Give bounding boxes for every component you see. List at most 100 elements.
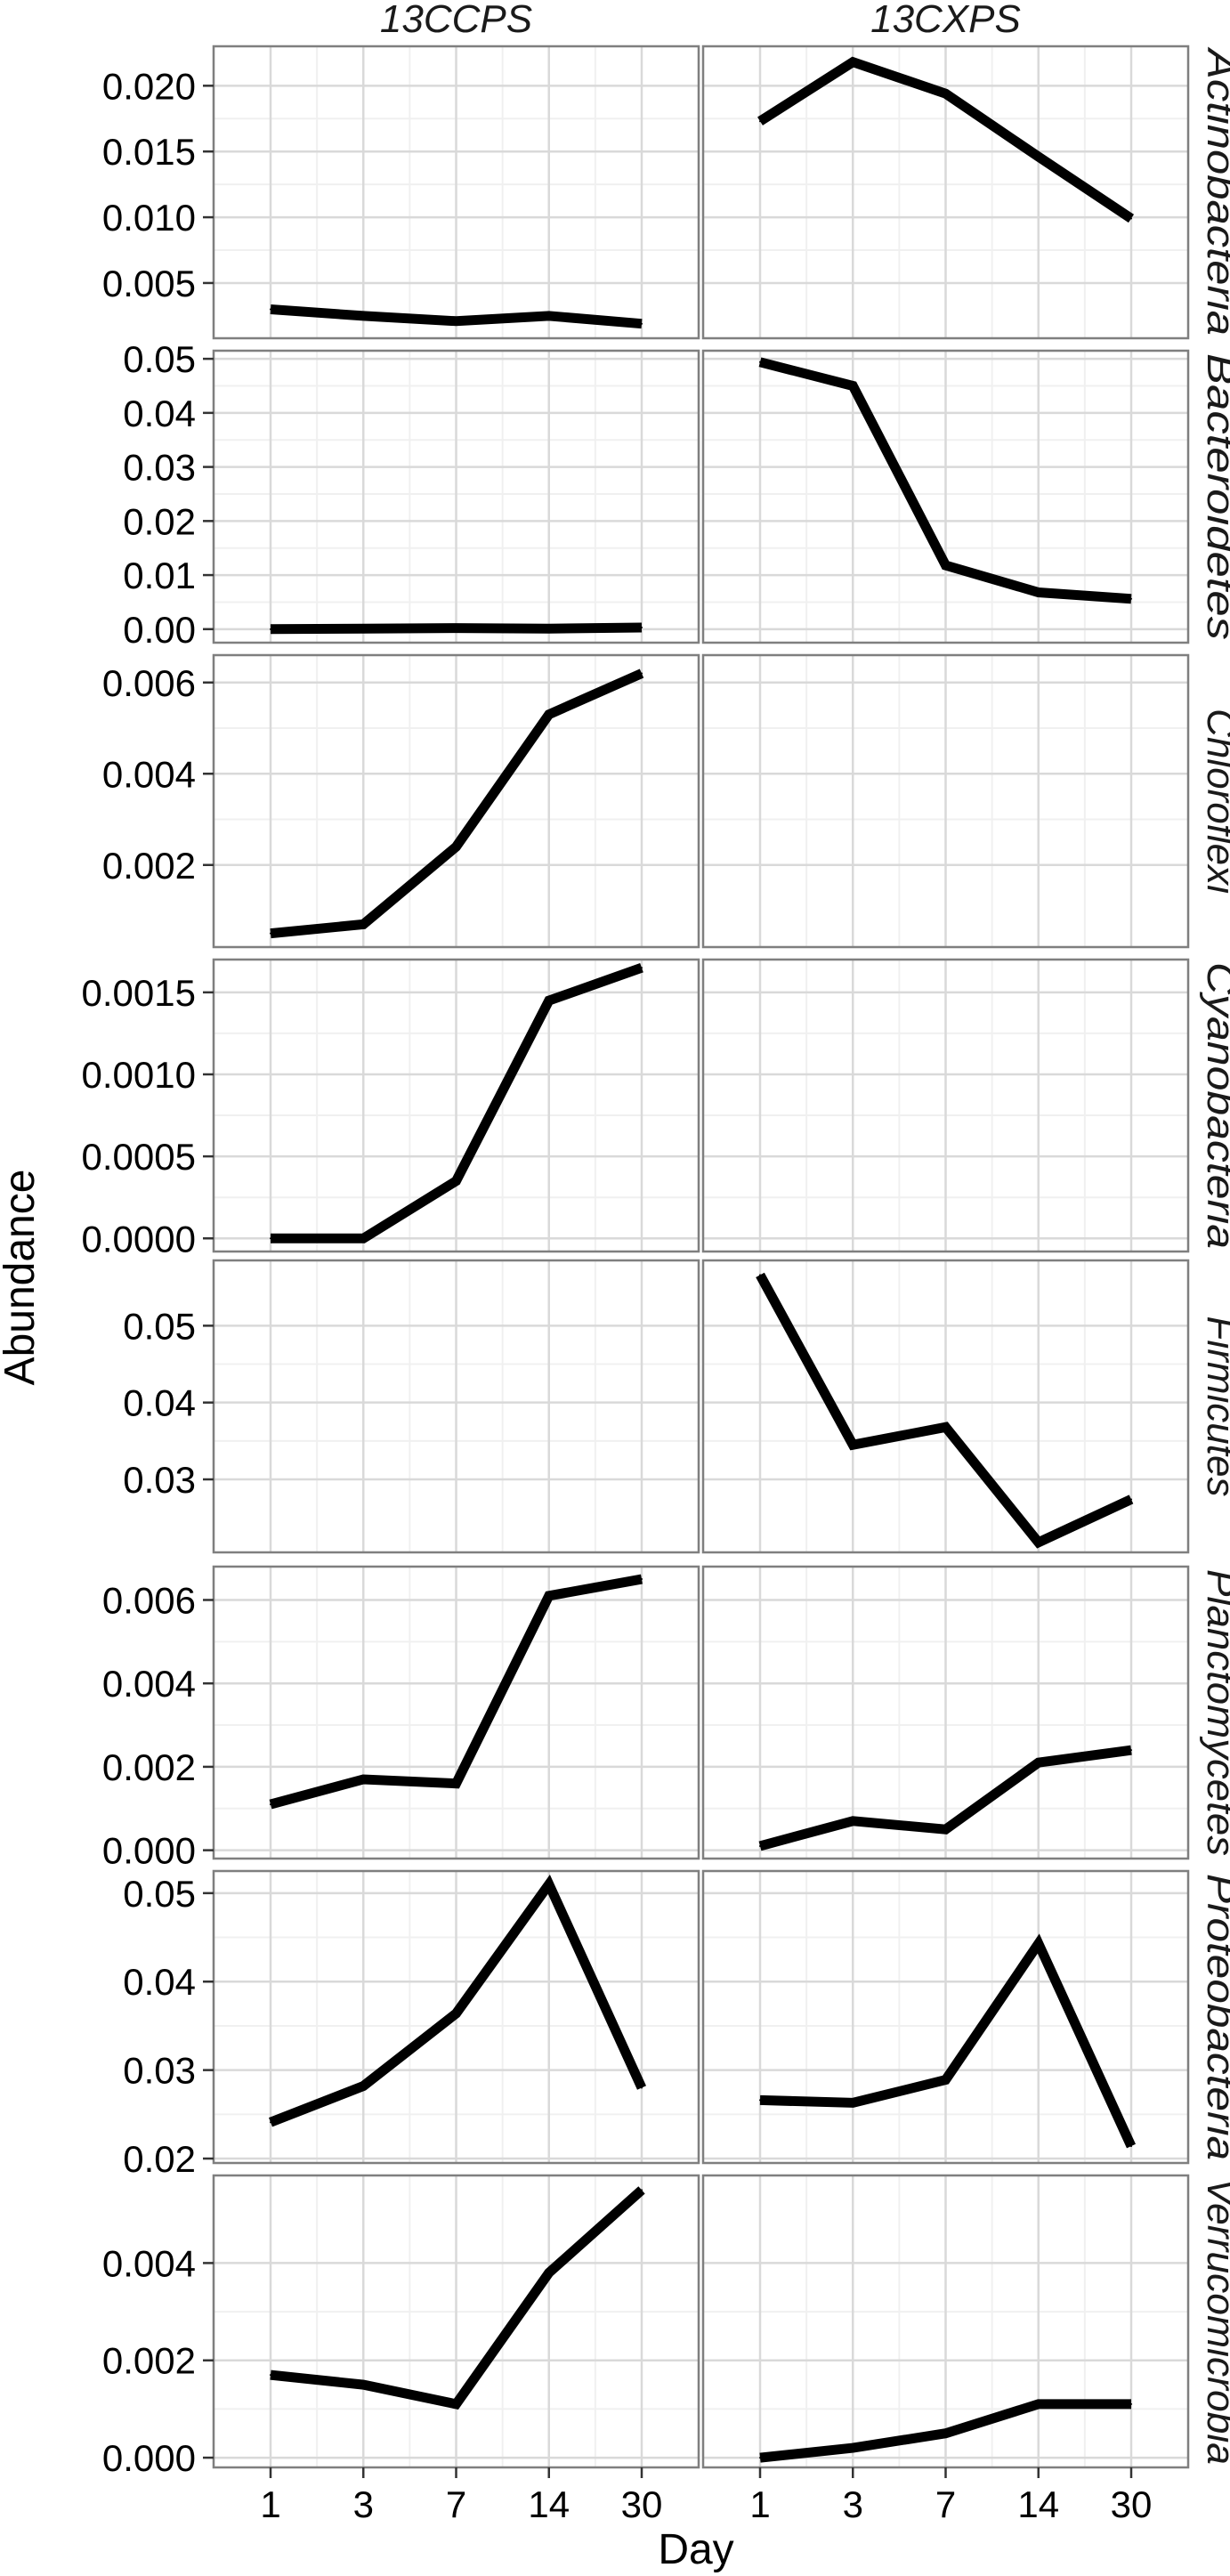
y-tick-label-actinobacteria: 0.020 [102,65,196,107]
data-point-bacteroidetes-13cxps-day-7 [944,564,947,567]
row-strip-verrucomicrobia: Verrucomicrobia [1199,2178,1230,2465]
data-point-bacteroidetes-13ccps-day-3 [362,628,365,630]
x-tick-label-13cxps-day-30: 30 [1111,2483,1153,2525]
data-point-actinobacteria-13cxps-day-14 [1037,156,1040,158]
data-point-verrucomicrobia-13ccps-day-1 [270,2374,271,2377]
data-point-verrucomicrobia-13cxps-day-30 [1130,2402,1132,2405]
data-point-proteobacteria-13cxps-day-3 [852,2102,854,2104]
data-point-cyanobacteria-13ccps-day-7 [455,1179,457,1182]
data-point-actinobacteria-13ccps-day-30 [641,322,643,325]
y-tick-label-proteobacteria: 0.04 [123,1961,196,2003]
panel-planctomycetes-13ccps-border [212,1565,700,1860]
panel-planctomycetes-13cxps-border [701,1565,1190,1860]
y-tick-label-cyanobacteria: 0.0000 [82,1218,196,1260]
y-tick-label-planctomycetes: 0.002 [102,1746,196,1788]
panel-firmicutes-13cxps-border [701,1259,1190,1554]
grid-layer [214,46,1188,2467]
data-point-actinobacteria-13ccps-day-1 [270,308,271,311]
row-strip-firmicutes: Firmicutes [1199,1316,1230,1497]
data-point-proteobacteria-13cxps-day-7 [944,2078,947,2081]
data-point-planctomycetes-13cxps-day-14 [1037,1762,1040,1764]
data-point-planctomycetes-13cxps-day-30 [1130,1749,1132,1752]
x-tick-label-13ccps-day-7: 7 [446,2483,466,2525]
data-point-verrucomicrobia-13ccps-day-14 [547,2272,550,2274]
x-tick-label-13cxps-day-3: 3 [843,2483,863,2525]
y-tick-label-chloroflexi: 0.006 [102,662,196,704]
data-point-actinobacteria-13ccps-day-7 [455,320,457,322]
data-point-firmicutes-13cxps-day-3 [852,1444,854,1446]
data-point-proteobacteria-13cxps-day-14 [1037,1942,1040,1945]
y-tick-label-cyanobacteria: 0.0015 [82,972,196,1014]
data-point-planctomycetes-13cxps-day-3 [852,1819,854,1822]
panel-cyanobacteria-13ccps-border [212,958,700,1253]
data-point-bacteroidetes-13cxps-day-1 [759,360,761,363]
row-strip-proteobacteria: Proteobacteria [1199,1874,1230,2160]
data-point-verrucomicrobia-13cxps-day-3 [852,2447,854,2450]
panel-bacteroidetes-13ccps-border [212,349,700,644]
data-point-chloroflexi-13ccps-day-1 [270,932,271,935]
data-point-verrucomicrobia-13cxps-day-1 [759,2457,761,2459]
y-tick-label-bacteroidetes: 0.04 [123,393,196,434]
y-tick-label-cyanobacteria: 0.0010 [82,1054,196,1096]
panel-chloroflexi-13cxps-border [701,653,1190,949]
data-point-cyanobacteria-13ccps-day-3 [362,1237,365,1240]
data-point-proteobacteria-13ccps-day-7 [455,2013,457,2015]
data-point-chloroflexi-13ccps-day-14 [547,713,550,716]
data-point-chloroflexi-13ccps-day-30 [641,672,643,675]
data-point-actinobacteria-13ccps-day-3 [362,314,365,317]
y-tick-label-verrucomicrobia: 0.000 [102,2437,196,2479]
y-tick-label-firmicutes: 0.04 [123,1382,196,1424]
panel-actinobacteria-13ccps-border [212,45,700,340]
data-point-actinobacteria-13cxps-day-1 [759,120,761,123]
row-strip-actinobacteria: Actinobacteria [1199,46,1230,336]
y-tick-label-bacteroidetes: 0.01 [123,555,196,596]
y-tick-label-bacteroidetes: 0.02 [123,500,196,542]
data-point-bacteroidetes-13ccps-day-1 [270,628,271,630]
y-tick-label-chloroflexi: 0.002 [102,845,196,887]
data-point-planctomycetes-13cxps-day-7 [944,1828,947,1831]
y-tick-label-planctomycetes: 0.000 [102,1830,196,1872]
data-point-firmicutes-13cxps-day-30 [1130,1498,1132,1501]
data-point-proteobacteria-13cxps-day-30 [1130,2145,1132,2148]
data-point-bacteroidetes-13ccps-day-30 [641,626,643,628]
y-tick-label-planctomycetes: 0.004 [102,1663,196,1705]
row-strip-cyanobacteria: Cyanobacteria [1199,962,1230,1249]
y-tick-label-actinobacteria: 0.015 [102,131,196,173]
panel-actinobacteria-13cxps-border [701,45,1190,340]
column-strip-13ccps: 13CCPS [380,0,532,41]
x-axis-title: Day [658,2526,733,2573]
data-point-planctomycetes-13ccps-day-7 [455,1782,457,1785]
panel-chloroflexi-13ccps-border [212,653,700,949]
data-point-chloroflexi-13ccps-day-7 [455,846,457,848]
y-axis-title: Abundance [0,1170,44,1386]
data-point-verrucomicrobia-13cxps-day-7 [944,2432,947,2434]
y-tick-label-bacteroidetes: 0.03 [123,447,196,489]
data-point-proteobacteria-13ccps-day-14 [547,1883,550,1885]
x-tick-label-13cxps-day-7: 7 [935,2483,956,2525]
y-tick-label-verrucomicrobia: 0.004 [102,2242,196,2284]
data-point-proteobacteria-13cxps-day-1 [759,2099,761,2102]
y-tick-label-proteobacteria: 0.03 [123,2050,196,2092]
y-tick-label-actinobacteria: 0.010 [102,197,196,239]
y-tick-label-planctomycetes: 0.006 [102,1579,196,1621]
data-point-bacteroidetes-13ccps-day-7 [455,627,457,629]
panel-firmicutes-13ccps-border [212,1259,700,1554]
y-tick-label-verrucomicrobia: 0.002 [102,2340,196,2382]
x-tick-label-13ccps-day-14: 14 [528,2483,570,2525]
data-point-planctomycetes-13ccps-day-3 [362,1778,365,1780]
data-point-cyanobacteria-13ccps-day-14 [547,1000,550,1002]
row-strip-chloroflexi: Chloroflexi [1199,709,1230,895]
x-tick-label-13ccps-day-30: 30 [621,2483,663,2525]
y-tick-label-actinobacteria: 0.005 [102,263,196,304]
data-point-bacteroidetes-13ccps-day-14 [547,628,550,630]
data-point-proteobacteria-13ccps-day-3 [362,2085,365,2087]
x-tick-label-13ccps-day-1: 1 [260,2483,280,2525]
x-tick-label-13ccps-day-3: 3 [353,2483,374,2525]
panel-frame-layer [203,45,1190,2478]
x-tick-label-13cxps-day-1: 1 [749,2483,770,2525]
y-tick-label-firmicutes: 0.03 [123,1459,196,1501]
x-tick-label-13cxps-day-14: 14 [1017,2483,1059,2525]
data-point-proteobacteria-13ccps-day-1 [270,2121,271,2124]
data-point-bacteroidetes-13cxps-day-30 [1130,597,1132,600]
